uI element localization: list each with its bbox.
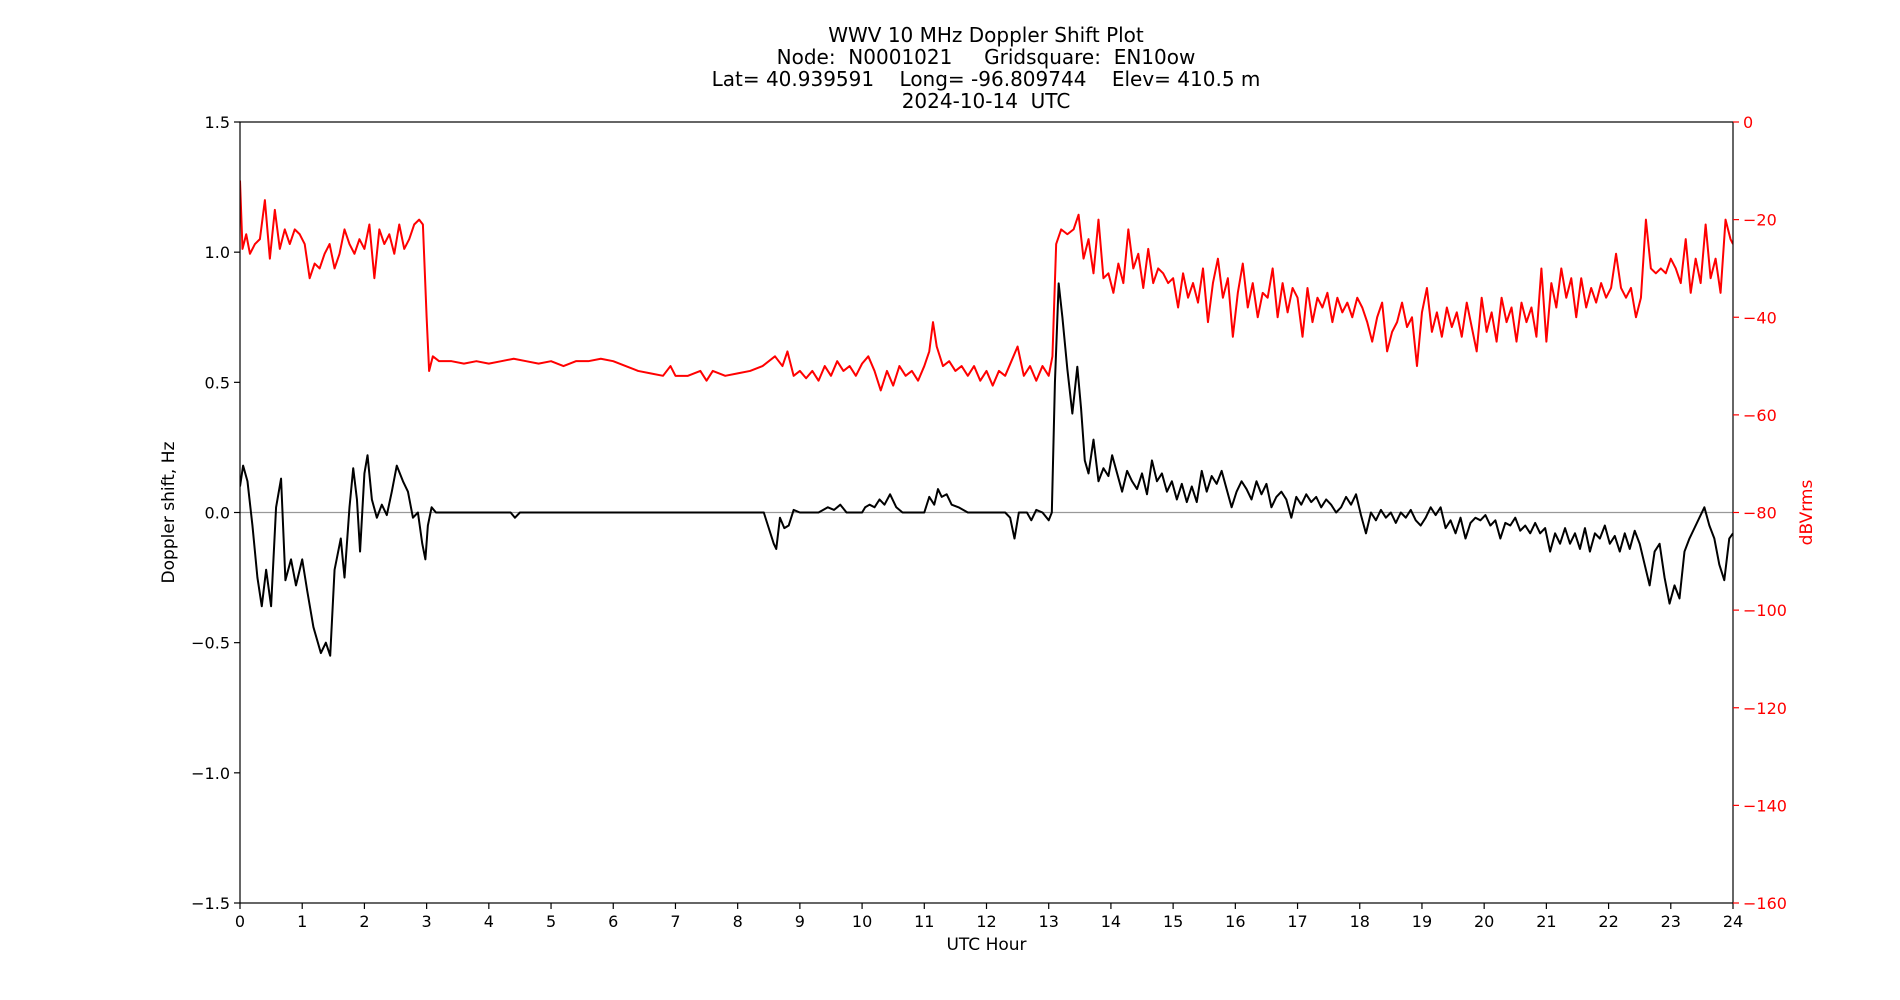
y2-tick-label: −40 [1743,308,1777,327]
y2-tick-label: −60 [1743,406,1777,425]
title-line-4: 2024-10-14 UTC [902,89,1071,113]
x-tick-label: 5 [546,912,556,931]
x-tick-label: 10 [852,912,872,931]
power-series-line [240,180,1733,392]
y-tick-label: −1.5 [191,894,230,913]
x-tick-label: 4 [484,912,494,931]
y-axis-left: −1.5 −1.0 −0.5 0.0 0.5 1.0 1.5 [191,113,240,913]
x-tick-label: 21 [1536,912,1556,931]
title-line-3: Lat= 40.939591 Long= -96.809744 Elev= 41… [712,67,1261,91]
x-tick-label: 13 [1039,912,1059,931]
y2-tick-label: −80 [1743,504,1777,523]
x-tick-label: 1 [297,912,307,931]
y2-tick-label: −120 [1743,699,1787,718]
x-axis-label: UTC Hour [946,935,1026,955]
x-tick-label: 11 [914,912,934,931]
y-tick-label: 1.0 [205,243,230,262]
y2-tick-label: −140 [1743,796,1787,815]
y-tick-label: 0.5 [205,373,230,392]
x-tick-label: 16 [1225,912,1245,931]
y2-axis-label: dBVrms [1797,480,1817,546]
y2-tick-label: −100 [1743,601,1787,620]
x-tick-label: 2 [359,912,369,931]
x-tick-label: 22 [1598,912,1618,931]
y2-tick-label: −20 [1743,211,1777,230]
doppler-series-line [240,282,1733,657]
y-tick-label: −0.5 [191,634,230,653]
x-tick-label: 6 [608,912,618,931]
x-axis: 0 1 2 3 4 5 6 7 8 9 10 11 12 13 14 15 16 17 18 19 20 21 22 23 24 [235,903,1743,931]
y-tick-label: −1.0 [191,764,230,783]
x-tick-label: 8 [733,912,743,931]
y-axis-right: −160 −140 −120 −100 −80 −60 −40 −20 0 [1733,113,1787,913]
x-tick-label: 0 [235,912,245,931]
x-tick-label: 7 [670,912,680,931]
x-tick-label: 14 [1101,912,1121,931]
x-tick-label: 23 [1661,912,1681,931]
x-tick-label: 12 [976,912,996,931]
y-tick-label: 0.0 [205,504,230,523]
title-line-2: Node: N0001021 Gridsquare: EN10ow [777,45,1196,69]
y-tick-label: 1.5 [205,113,230,132]
x-tick-label: 19 [1412,912,1432,931]
x-tick-label: 3 [422,912,432,931]
x-tick-label: 17 [1287,912,1307,931]
y-axis-label: Doppler shift, Hz [159,441,179,583]
y2-tick-label: −160 [1743,894,1787,913]
y2-tick-label: 0 [1743,113,1753,132]
x-tick-label: 15 [1163,912,1183,931]
plot-area [239,121,1734,904]
x-tick-label: 24 [1723,912,1743,931]
x-tick-label: 18 [1350,912,1370,931]
x-tick-label: 9 [795,912,805,931]
title-line-1: WWV 10 MHz Doppler Shift Plot [828,23,1144,47]
x-tick-label: 20 [1474,912,1494,931]
